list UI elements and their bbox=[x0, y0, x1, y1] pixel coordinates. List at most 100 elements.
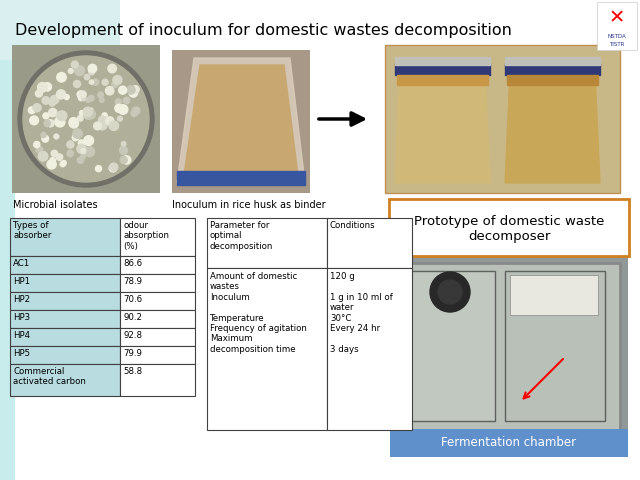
Circle shape bbox=[57, 111, 67, 120]
Circle shape bbox=[56, 154, 63, 160]
Bar bbox=[597, 2, 637, 50]
Circle shape bbox=[33, 104, 41, 112]
Circle shape bbox=[131, 110, 138, 117]
Text: Parameter for
optimal
decomposition: Parameter for optimal decomposition bbox=[210, 221, 273, 251]
Bar bbox=[10, 218, 120, 256]
Bar bbox=[10, 292, 120, 310]
Text: Development of inoculum for domestic wastes decomposition: Development of inoculum for domestic was… bbox=[15, 23, 512, 37]
Circle shape bbox=[120, 156, 127, 164]
Circle shape bbox=[49, 100, 55, 106]
Circle shape bbox=[88, 95, 94, 101]
Circle shape bbox=[120, 145, 126, 152]
Circle shape bbox=[44, 120, 51, 127]
Circle shape bbox=[83, 107, 92, 117]
Bar bbox=[0, 0, 15, 480]
Circle shape bbox=[86, 109, 95, 119]
Bar bbox=[120, 364, 195, 396]
Circle shape bbox=[72, 61, 78, 68]
Circle shape bbox=[84, 136, 93, 145]
Bar bbox=[120, 328, 195, 346]
Bar bbox=[327, 218, 412, 268]
Circle shape bbox=[118, 105, 128, 114]
Circle shape bbox=[75, 66, 84, 76]
Circle shape bbox=[77, 115, 83, 121]
Text: 92.8: 92.8 bbox=[123, 331, 142, 340]
Bar bbox=[505, 271, 605, 421]
Circle shape bbox=[109, 164, 116, 172]
Circle shape bbox=[35, 90, 42, 97]
Bar bbox=[505, 57, 600, 65]
Circle shape bbox=[29, 116, 38, 125]
Circle shape bbox=[109, 121, 118, 131]
Text: 120 g

1 g in 10 ml of
water
30°C
Every 24 hr

3 days: 120 g 1 g in 10 ml of water 30°C Every 2… bbox=[330, 272, 393, 354]
Circle shape bbox=[36, 146, 43, 153]
Circle shape bbox=[51, 96, 59, 104]
Circle shape bbox=[82, 96, 86, 101]
Bar bbox=[405, 271, 495, 421]
Text: HP2: HP2 bbox=[13, 295, 30, 304]
Circle shape bbox=[69, 119, 79, 128]
Circle shape bbox=[42, 96, 49, 104]
Text: HP1: HP1 bbox=[13, 277, 30, 286]
Circle shape bbox=[38, 152, 48, 161]
Circle shape bbox=[41, 132, 46, 138]
Text: ✕: ✕ bbox=[609, 9, 625, 27]
Text: TISTR: TISTR bbox=[609, 42, 625, 47]
Circle shape bbox=[55, 117, 64, 126]
Circle shape bbox=[79, 91, 86, 98]
Circle shape bbox=[78, 140, 84, 146]
Bar bbox=[172, 50, 310, 193]
Circle shape bbox=[88, 64, 97, 73]
Bar bbox=[120, 346, 195, 364]
Circle shape bbox=[67, 141, 74, 148]
Polygon shape bbox=[184, 65, 298, 175]
Bar bbox=[395, 57, 490, 65]
Bar bbox=[507, 75, 598, 85]
Circle shape bbox=[57, 72, 66, 82]
Polygon shape bbox=[505, 71, 600, 183]
Circle shape bbox=[95, 166, 102, 172]
Text: 86.6: 86.6 bbox=[123, 259, 142, 268]
Text: 70.6: 70.6 bbox=[123, 295, 142, 304]
Circle shape bbox=[77, 157, 84, 163]
Text: Microbial isolates: Microbial isolates bbox=[13, 200, 98, 210]
FancyBboxPatch shape bbox=[389, 199, 629, 256]
Circle shape bbox=[102, 113, 108, 118]
Circle shape bbox=[73, 129, 82, 138]
Circle shape bbox=[43, 83, 51, 91]
Circle shape bbox=[28, 107, 35, 114]
Circle shape bbox=[54, 134, 59, 139]
Circle shape bbox=[120, 146, 127, 155]
Text: Prototype of domestic waste
decomposer: Prototype of domestic waste decomposer bbox=[414, 215, 604, 243]
Circle shape bbox=[18, 51, 154, 187]
Bar bbox=[207, 218, 327, 268]
Circle shape bbox=[23, 56, 149, 182]
Circle shape bbox=[132, 107, 140, 115]
Circle shape bbox=[55, 117, 65, 127]
Bar bbox=[207, 268, 327, 430]
Bar bbox=[390, 257, 628, 457]
Bar bbox=[390, 429, 628, 457]
Circle shape bbox=[34, 142, 40, 148]
Circle shape bbox=[132, 86, 139, 93]
Circle shape bbox=[43, 113, 49, 119]
Circle shape bbox=[84, 110, 93, 119]
Circle shape bbox=[122, 142, 126, 146]
Circle shape bbox=[57, 112, 66, 121]
Circle shape bbox=[129, 89, 138, 97]
Text: HP5: HP5 bbox=[13, 349, 30, 358]
Bar bbox=[10, 310, 120, 328]
Bar bbox=[12, 45, 160, 193]
Bar bbox=[397, 75, 488, 85]
Bar bbox=[385, 45, 620, 193]
Circle shape bbox=[74, 130, 81, 137]
Text: Types of
absorber: Types of absorber bbox=[13, 221, 51, 240]
Bar bbox=[120, 292, 195, 310]
Circle shape bbox=[106, 86, 114, 95]
Circle shape bbox=[84, 147, 95, 156]
Circle shape bbox=[127, 86, 135, 94]
Circle shape bbox=[69, 118, 78, 127]
Text: AC1: AC1 bbox=[13, 259, 30, 268]
Circle shape bbox=[49, 108, 57, 117]
Circle shape bbox=[47, 120, 54, 127]
